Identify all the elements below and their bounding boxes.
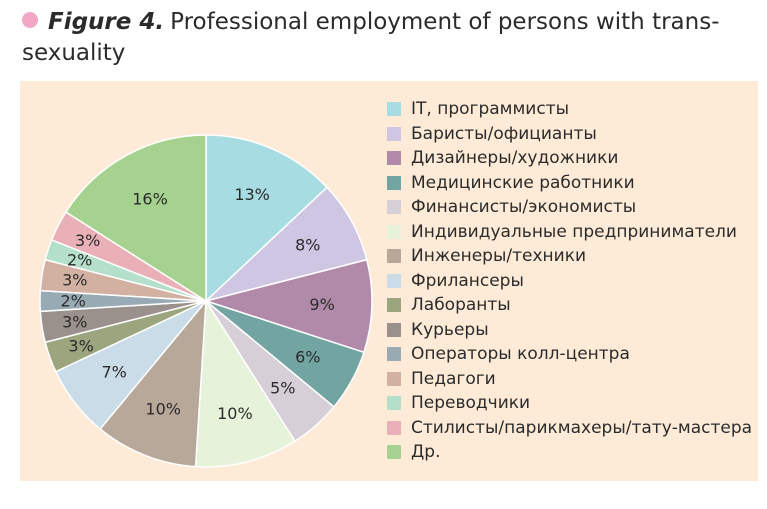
legend-swatch-icon <box>387 371 401 386</box>
slice-label-1: 13% <box>234 185 270 204</box>
legend-item: Дизайнеры/художники <box>387 146 752 171</box>
legend-label: Др. <box>411 442 441 463</box>
legend-swatch-icon <box>387 322 401 337</box>
legend-label: Переводчики <box>411 393 531 414</box>
legend-item: Фрилансеры <box>387 269 752 294</box>
legend-swatch-icon <box>387 396 401 411</box>
slice-label-5: 5% <box>270 379 295 398</box>
legend-label: Медицинские работники <box>411 172 635 193</box>
pie-slice-15 <box>64 134 207 303</box>
legend-item: Курьеры <box>387 318 752 343</box>
legend: IT, программисты Баристы/официанты Дизайне… <box>387 97 752 465</box>
legend-label: Баристы/официанты <box>411 123 597 144</box>
pie-slice-3 <box>203 258 373 354</box>
figure-label: Figure 4. <box>48 9 165 35</box>
pie-chart: 13%8%9%6%5%10%10%7%3%3%2%3%2%3%16% <box>39 134 373 468</box>
slice-label-14: 3% <box>75 231 100 250</box>
legend-item: Стилисты/парикмахеры/тату-мастера <box>387 416 752 441</box>
legend-label: Лаборанты <box>411 295 511 316</box>
caption-bullet-icon <box>22 12 38 28</box>
slice-label-11: 2% <box>61 292 86 311</box>
legend-label: Инженеры/техники <box>411 246 587 267</box>
pie-slice-7 <box>99 298 207 468</box>
legend-item: Финансисты/экономисты <box>387 195 752 220</box>
slice-label-15: 16% <box>132 190 168 209</box>
slice-label-3: 9% <box>309 295 334 314</box>
pie-slice-1 <box>205 134 329 303</box>
legend-label: Индивидуальные предприниматели <box>411 221 737 242</box>
chart-panel: 13% 8% 9% 6% 5% 10% 10% 7% 3% 3% 2% 3% 2% 3% 16% IT, п… <box>20 81 758 481</box>
legend-label: Финансисты/экономисты <box>411 197 637 218</box>
pie-slice-6 <box>194 298 296 468</box>
legend-swatch-icon <box>387 200 401 215</box>
legend-swatch-icon <box>387 151 401 166</box>
legend-item: Баристы/официанты <box>387 122 752 147</box>
legend-item: Инженеры/техники <box>387 244 752 269</box>
legend-label: Фрилансеры <box>411 270 524 291</box>
legend-item: Индивидуальные предприниматели <box>387 220 752 245</box>
slice-label-13: 2% <box>67 251 92 270</box>
figure-title: Professional employment of persons with … <box>22 9 720 66</box>
figure-caption: Figure 4. Professional employment of pers… <box>22 7 752 69</box>
legend-swatch-icon <box>387 347 401 362</box>
legend-item: Переводчики <box>387 391 752 416</box>
legend-swatch-icon <box>387 445 401 460</box>
legend-item: Педагоги <box>387 367 752 392</box>
legend-swatch-icon <box>387 273 401 288</box>
legend-swatch-icon <box>387 102 401 117</box>
slice-label-4: 6% <box>295 348 320 367</box>
legend-item: Др. <box>387 440 752 465</box>
slice-label-8: 7% <box>102 363 127 382</box>
slice-label-2: 8% <box>295 236 320 255</box>
legend-swatch-icon <box>387 249 401 264</box>
legend-label: IT, программисты <box>411 99 570 120</box>
legend-item: IT, программисты <box>387 97 752 122</box>
legend-swatch-icon <box>387 175 401 190</box>
legend-swatch-icon <box>387 298 401 313</box>
legend-item: Медицинские работники <box>387 171 752 196</box>
slice-label-9: 3% <box>68 337 93 356</box>
legend-swatch-icon <box>387 224 401 239</box>
slice-label-7: 10% <box>145 400 181 419</box>
slice-label-12: 3% <box>62 271 87 290</box>
legend-label: Курьеры <box>411 319 489 340</box>
legend-label: Педагоги <box>411 368 496 389</box>
legend-item: Лаборанты <box>387 293 752 318</box>
legend-item: Операторы колл-центра <box>387 342 752 367</box>
slice-label-6: 10% <box>217 404 253 423</box>
legend-label: Дизайнеры/художники <box>411 148 619 169</box>
legend-swatch-icon <box>387 420 401 435</box>
legend-swatch-icon <box>387 126 401 141</box>
slice-label-10: 3% <box>62 312 87 331</box>
legend-label: Стилисты/парикмахеры/тату-мастера <box>411 417 753 438</box>
legend-label: Операторы колл-центра <box>411 344 630 365</box>
